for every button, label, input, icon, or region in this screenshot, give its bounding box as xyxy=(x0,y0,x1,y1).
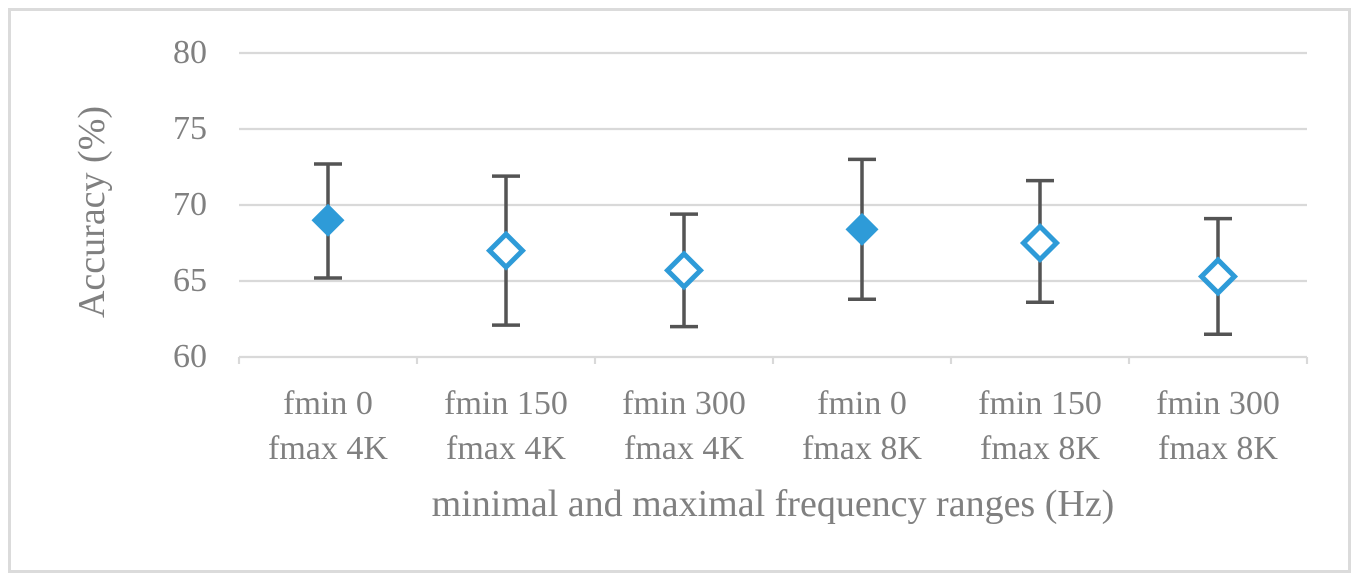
x-axis-category-label: fmin 150 fmax 4K xyxy=(444,385,568,467)
x-axis-category-label: fmin 0 fmax 8K xyxy=(802,385,922,467)
x-axis-category-label: fmin 0 fmax 4K xyxy=(268,385,388,467)
y-axis-tick-label: 80 xyxy=(173,34,207,71)
y-axis-title: Accuracy (%) xyxy=(71,105,113,319)
y-axis-tick-label: 60 xyxy=(173,338,207,375)
data-point-marker-filled-diamond xyxy=(311,203,345,237)
y-axis-tick-label: 75 xyxy=(173,110,207,147)
data-point-marker-open-diamond xyxy=(1019,222,1061,264)
y-axis-tick-label: 65 xyxy=(173,262,207,299)
y-axis-tick-label: 70 xyxy=(173,186,207,223)
x-axis-category-label: fmin 300 fmax 8K xyxy=(1156,385,1280,467)
data-point-marker-filled-diamond xyxy=(845,212,879,246)
x-axis-category-label: fmin 150 fmax 8K xyxy=(978,385,1102,467)
chart-frame xyxy=(8,8,1351,573)
data-point-marker-open-diamond xyxy=(485,230,527,271)
data-point-marker-open-diamond xyxy=(663,250,705,291)
x-axis-title: minimal and maximal frequency ranges (Hz… xyxy=(431,483,1115,525)
data-point-marker-open-diamond xyxy=(1197,256,1239,297)
x-axis-category-label: fmin 300 fmax 4K xyxy=(622,385,746,467)
